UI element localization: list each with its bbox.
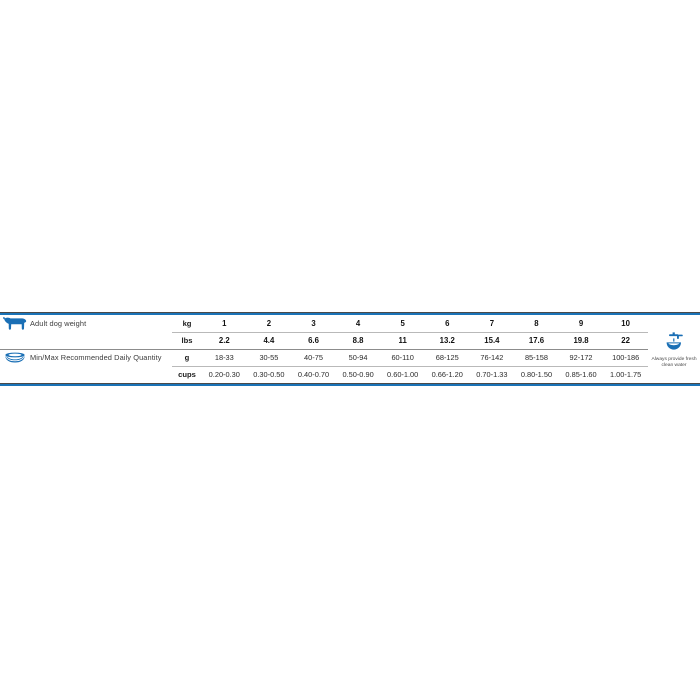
cell-lbs-1: 2.2 (218, 336, 230, 345)
water-tap-icon (664, 332, 684, 356)
row-label-adult-dog-weight: Adult dog weight (30, 319, 87, 328)
chart-top-border (0, 312, 700, 315)
cell-kg-6: 6 (445, 319, 450, 328)
cell-g-7: 76-142 (480, 353, 504, 362)
chart-body: Adult dog weight kg 1 2 3 4 5 6 7 8 9 10… (0, 315, 700, 383)
cell-cups-10: 1.00-1.75 (610, 370, 642, 379)
unit-label-g: g (184, 353, 190, 362)
cell-g-10: 100-186 (612, 353, 640, 362)
feeding-guide-chart: Adult dog weight kg 1 2 3 4 5 6 7 8 9 10… (0, 312, 700, 386)
cell-cups-9: 0.85-1.60 (565, 370, 597, 379)
cell-g-1: 18-33 (214, 353, 234, 362)
table-row: lbs 2.2 4.4 6.6 8.8 11 13.2 15.4 17.6 19… (0, 332, 700, 349)
water-note-text: Always provide fresh clean water (651, 356, 697, 368)
cell-cups-3: 0.40-0.70 (297, 370, 330, 379)
dog-icon (0, 315, 30, 332)
divider-g-cups (172, 366, 648, 367)
cell-lbs-4: 8.8 (352, 336, 364, 345)
cell-kg-1: 1 (222, 319, 227, 328)
cell-lbs-3: 6.6 (308, 336, 319, 345)
unit-label-cups: cups (178, 370, 196, 379)
cell-lbs-2: 4.4 (263, 336, 275, 345)
cell-cups-2: 0.30-0.50 (253, 370, 285, 379)
cell-cups-4: 0.50-0.90 (342, 370, 374, 379)
cell-lbs-5: 11 (398, 336, 407, 345)
cell-g-2: 30-55 (259, 353, 279, 362)
divider-sections (0, 349, 648, 350)
cell-g-8: 85-158 (524, 353, 548, 362)
cell-cups-7: 0.70-1.33 (476, 370, 508, 379)
table-row: Min/Max Recommended Daily Quantity g 18-… (0, 349, 700, 366)
cell-g-9: 92-172 (569, 353, 593, 362)
cell-kg-7: 7 (489, 319, 495, 328)
unit-label-kg: kg (182, 319, 192, 328)
cell-g-5: 60-110 (391, 353, 414, 362)
cell-kg-4: 4 (355, 319, 361, 328)
table-row: cups 0.20-0.30 0.30-0.50 0.40-0.70 0.50-… (0, 366, 700, 383)
cell-kg-9: 9 (578, 319, 584, 328)
cell-kg-8: 8 (534, 319, 539, 328)
cell-cups-1: 0.20-0.30 (208, 370, 240, 379)
cell-cups-6: 0.66-1.20 (431, 370, 463, 379)
cell-lbs-6: 13.2 (439, 336, 455, 345)
cell-cups-8: 0.80-1.50 (520, 370, 553, 379)
cell-lbs-7: 15.4 (484, 336, 500, 345)
chart-bottom-border (0, 383, 700, 386)
cell-g-3: 40-75 (304, 353, 323, 362)
dog-bowl-icon (0, 349, 30, 366)
icon-spacer-cups (0, 366, 30, 383)
cell-cups-5: 0.60-1.00 (387, 370, 419, 379)
cell-kg-2: 2 (266, 319, 272, 328)
cell-lbs-8: 17.6 (528, 336, 545, 345)
cell-g-4: 50-94 (348, 353, 368, 362)
water-note: Always provide fresh clean water (648, 315, 700, 383)
cell-kg-3: 3 (311, 319, 316, 328)
cell-kg-10: 10 (621, 319, 630, 328)
icon-spacer-lbs (0, 332, 30, 349)
label-spacer-lbs (30, 332, 172, 349)
divider-kg-lbs (172, 332, 648, 333)
cell-lbs-9: 19.8 (573, 336, 589, 345)
cell-lbs-10: 22 (621, 336, 630, 345)
row-label-daily-quantity: Min/Max Recommended Daily Quantity (30, 353, 162, 362)
unit-label-lbs: lbs (181, 336, 193, 345)
cell-g-6: 68-125 (435, 353, 459, 362)
cell-kg-5: 5 (400, 319, 405, 328)
table-row: Adult dog weight kg 1 2 3 4 5 6 7 8 9 10 (0, 315, 700, 332)
label-spacer-cups (30, 366, 172, 383)
